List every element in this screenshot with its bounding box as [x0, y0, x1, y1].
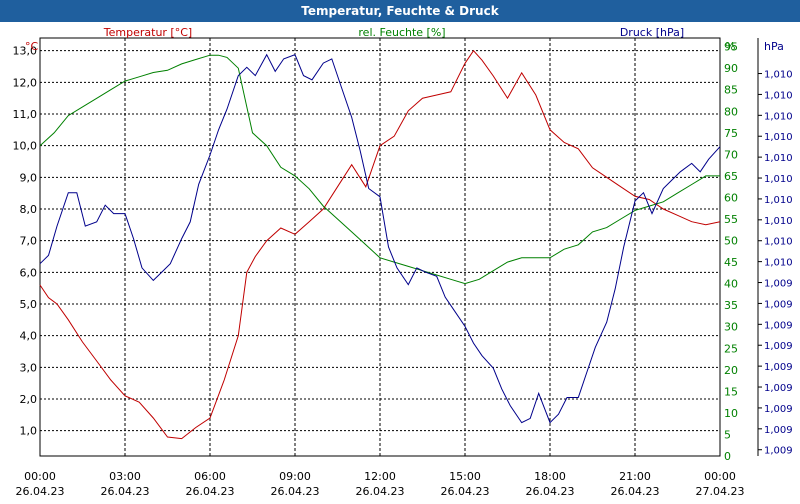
- humidity-tick-label: 20: [724, 364, 738, 377]
- pressure-tick-label: 1,010: [764, 216, 793, 227]
- humidity-tick-label: 55: [724, 213, 738, 226]
- pressure-tick-label: 1,010: [764, 237, 793, 248]
- x-tick-date: 26.04.23: [271, 485, 320, 498]
- pressure-tick-label: 1,009: [764, 362, 793, 373]
- humidity-tick-label: 80: [724, 105, 738, 118]
- plot-frame: [39, 37, 721, 457]
- pressure-tick-label: 1,009: [764, 320, 793, 331]
- pressure-tick-label: 1,009: [764, 299, 793, 310]
- humidity-series-title: rel. Feuchte [%]: [358, 26, 445, 39]
- humidity-tick-label: 30: [724, 321, 738, 334]
- chart-svg: 1,0 2,0 3,0 4,0 5,0 6,0 7,0 8,0 9,0 10,0 11,0 12,0 1…: [13, 26, 793, 498]
- temp-tick-label: 7,0: [20, 235, 38, 248]
- pressure-series-title: Druck [hPa]: [620, 26, 684, 39]
- temp-unit-label: °C: [25, 40, 39, 53]
- x-tick-date: 27.04.23: [696, 485, 745, 498]
- pressure-tick-label: 1,009: [764, 279, 793, 290]
- chart-title-bar: Temperatur, Feuchte & Druck: [0, 0, 800, 22]
- x-tick-time: 00:00: [24, 470, 56, 483]
- x-tick-time: 09:00: [279, 470, 311, 483]
- x-tick-time: 06:00: [194, 470, 226, 483]
- temp-tick-label: 1,0: [20, 425, 38, 438]
- humidity-tick-label: 10: [724, 407, 738, 420]
- pressure-tick-label: 1,010: [764, 111, 793, 122]
- chart-area: 1,0 2,0 3,0 4,0 5,0 6,0 7,0 8,0 9,0 10,0 11,0 12,0 1…: [0, 22, 800, 500]
- humidity-tick-label: 90: [724, 62, 738, 75]
- pressure-tick-label: 1,010: [764, 258, 793, 269]
- humidity-tick-label: 60: [724, 191, 738, 204]
- x-tick-date: 26.04.23: [101, 485, 150, 498]
- x-tick-time: 18:00: [534, 470, 566, 483]
- x-tick-date: 26.04.23: [356, 485, 405, 498]
- pressure-tick-label: 1,010: [764, 132, 793, 143]
- x-tick-time: 03:00: [109, 470, 141, 483]
- temp-tick-label: 12,0: [13, 76, 38, 89]
- x-tick-time: 21:00: [619, 470, 651, 483]
- temp-tick-label: 9,0: [20, 171, 38, 184]
- x-tick-time: 12:00: [364, 470, 396, 483]
- x-tick-date: 26.04.23: [611, 485, 660, 498]
- temp-series-title: Temperatur [°C]: [103, 26, 192, 39]
- pressure-tick-label: 1,010: [764, 90, 793, 101]
- humidity-tick-label: 45: [724, 256, 738, 269]
- pressure-tick-label: 1,010: [764, 153, 793, 164]
- humidity-tick-label: 75: [724, 127, 738, 140]
- chart-title: Temperatur, Feuchte & Druck: [301, 4, 499, 18]
- temp-tick-label: 8,0: [20, 203, 38, 216]
- humidity-tick-label: 35: [724, 299, 738, 312]
- humidity-tick-label: 85: [724, 84, 738, 97]
- pressure-tick-label: 1,009: [764, 425, 793, 436]
- humidity-unit-label: %: [725, 40, 735, 53]
- x-tick-date: 26.04.23: [16, 485, 65, 498]
- temp-tick-label: 13,0: [13, 45, 38, 58]
- humidity-tick-label: 50: [724, 235, 738, 248]
- pressure-tick-label: 1,009: [764, 383, 793, 394]
- x-tick-time: 15:00: [449, 470, 481, 483]
- pressure-tick-label: 1,010: [764, 70, 793, 81]
- temp-tick-label: 6,0: [20, 266, 38, 279]
- humidity-series-line: [39, 54, 720, 285]
- humidity-tick-label: 65: [724, 170, 738, 183]
- x-tick-date: 26.04.23: [526, 485, 575, 498]
- humidity-tick-label: 25: [724, 342, 738, 355]
- pressure-series-line: [39, 53, 721, 424]
- temp-tick-label: 2,0: [20, 393, 38, 406]
- pressure-tick-label: 1,010: [764, 174, 793, 185]
- x-tick-date: 26.04.23: [186, 485, 235, 498]
- humidity-tick-label: 0: [724, 450, 731, 463]
- temp-tick-label: 11,0: [13, 108, 38, 121]
- pressure-unit-label: hPa: [764, 40, 784, 53]
- x-tick-date: 26.04.23: [441, 485, 490, 498]
- pressure-tick-label: 1,009: [764, 341, 793, 352]
- pressure-tick-label: 1,009: [764, 404, 793, 415]
- temp-tick-label: 5,0: [20, 298, 38, 311]
- humidity-tick-label: 15: [724, 385, 738, 398]
- humidity-tick-label: 5: [724, 428, 731, 441]
- humidity-tick-label: 40: [724, 278, 738, 291]
- temp-tick-label: 10,0: [13, 140, 38, 153]
- humidity-tick-label: 95: [724, 41, 738, 54]
- pressure-tick-label: 1,010: [764, 195, 793, 206]
- temperature-series-line: [39, 49, 721, 440]
- temp-tick-label: 3,0: [20, 361, 38, 374]
- x-tick-time: 00:00: [704, 470, 736, 483]
- humidity-tick-label: 70: [724, 148, 738, 161]
- temp-tick-label: 4,0: [20, 330, 38, 343]
- pressure-tick-label: 1,009: [764, 446, 793, 457]
